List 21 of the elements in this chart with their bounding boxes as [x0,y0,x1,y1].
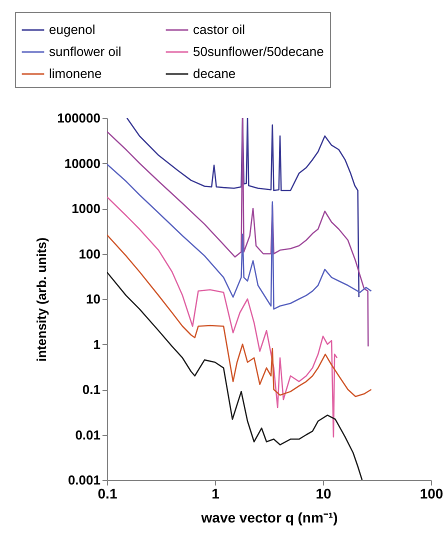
y-tick-label: 100000 [57,110,100,126]
x-tick-label: 1 [212,486,220,502]
y-tick-label: 100 [78,246,100,262]
y-tick-label: 1 [93,336,100,352]
legend-label: eugenol [49,22,96,37]
x-tick-label: 10 [316,486,332,502]
x-axis-title: wave vector q (nm⁻¹) [200,510,338,526]
y-tick-label: 1000 [72,201,100,216]
x-tick-label: 100 [420,486,444,502]
legend-label: 50sunflower/50decane [193,44,324,59]
legend-label: castor oil [193,22,246,37]
y-tick-label: 0.01 [75,427,100,442]
y-tick-label: 0.1 [82,382,100,397]
legend-label: sunflower oil [49,44,122,59]
y-tick-label: 0.001 [68,472,100,488]
legend-label: limonene [49,66,102,81]
legend-label: decane [193,66,236,81]
y-tick-label: 10000 [64,156,100,171]
y-tick-label: 10 [86,292,100,306]
x-tick-label: 0.1 [98,486,118,502]
y-axis-title: intensity (arb. units) [34,237,50,362]
